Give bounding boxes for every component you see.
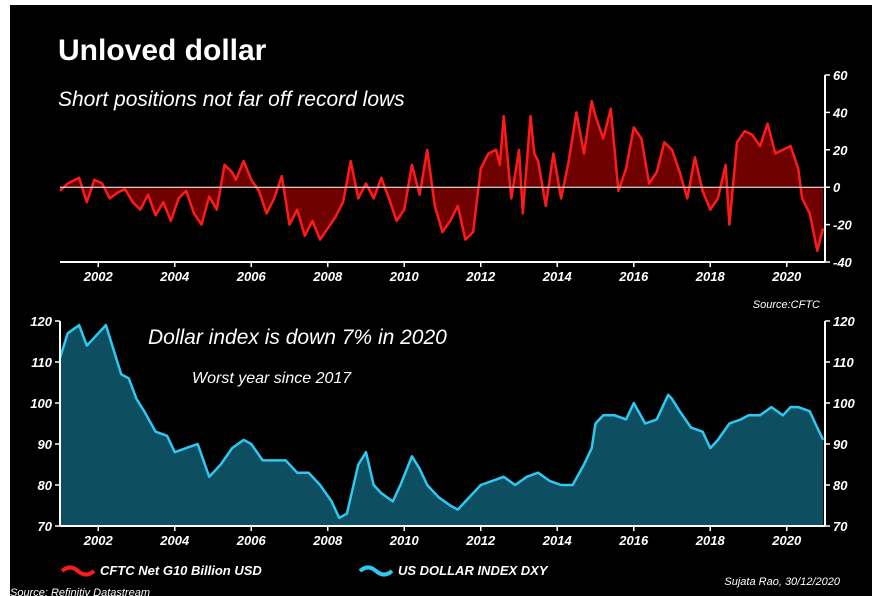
series-area-1 xyxy=(60,325,824,526)
legend-label-dxy: US DOLLAR INDEX DXY xyxy=(398,563,549,578)
legend-swatch-cftc xyxy=(60,565,96,577)
y-tick-label-right-0-60: 60 xyxy=(833,68,848,83)
y-tick-label-left-1-110: 110 xyxy=(31,355,52,370)
x-tick-label-0-2008: 2008 xyxy=(312,269,343,284)
y-tick-label-left-1-90: 90 xyxy=(38,437,53,452)
y-tick-label-right-0--20: -20 xyxy=(833,218,853,233)
series-line-0 xyxy=(59,99,825,253)
x-tick-label-0-2012: 2012 xyxy=(465,269,496,284)
y-tick-label-right-1-110: 110 xyxy=(833,355,854,370)
x-tick-label-1-2018: 2018 xyxy=(695,533,726,548)
y-tick-label-right-1-70: 70 xyxy=(833,519,848,534)
y-tick-label-left-1-120: 120 xyxy=(30,314,52,329)
x-tick-label-1-2002: 2002 xyxy=(83,533,114,548)
chart-canvas: Unloved dollar Short positions not far o… xyxy=(10,34,855,596)
chart-title: Unloved dollar xyxy=(58,34,267,67)
chart-frame: Unloved dollar Short positions not far o… xyxy=(10,5,872,596)
x-tick-label-1-2016: 2016 xyxy=(618,533,649,548)
y-tick-label-right-1-80: 80 xyxy=(833,478,848,493)
top-source: Source:CFTC xyxy=(753,299,820,311)
y-tick-label-left-1-70: 70 xyxy=(38,519,53,534)
x-tick-label-1-2008: 2008 xyxy=(312,533,343,548)
bottom-title: Dollar index is down 7% in 2020 xyxy=(148,326,447,349)
y-tick-label-left-1-100: 100 xyxy=(30,396,52,411)
top-subtitle: Short positions not far off record lows xyxy=(58,88,405,111)
y-tick-label-right-0-0: 0 xyxy=(833,180,841,195)
top-panel: 2002 2004 2006 2008 2010 2012 2014 2016 2018 2020… xyxy=(59,68,853,284)
y-tick-label-right-0-20: 20 xyxy=(832,143,848,158)
legend-label-cftc: CFTC Net G10 Billion USD xyxy=(100,563,262,578)
x-tick-label-0-2004: 2004 xyxy=(159,269,190,284)
x-tick-label-0-2018: 2018 xyxy=(695,269,726,284)
series-line-1 xyxy=(58,323,825,520)
y-tick-label-left-1-80: 80 xyxy=(38,478,53,493)
source-bottom: Source: Refinitiv Datastream xyxy=(10,587,150,596)
credit-text: Sujata Rao, 30/12/2020 xyxy=(724,576,840,588)
y-tick-label-right-1-100: 100 xyxy=(833,396,855,411)
x-tick-label-0-2002: 2002 xyxy=(83,269,114,284)
legend-swatch-dxy xyxy=(358,565,394,577)
y-tick-label-right-0-40: 40 xyxy=(832,105,848,120)
x-tick-label-0-2014: 2014 xyxy=(542,269,573,284)
bottom-panel: 2002 2004 2006 2008 2010 2012 2014 2016 2018 2020… xyxy=(30,314,855,548)
x-tick-label-0-2020: 2020 xyxy=(771,269,802,284)
bottom-subtitle: Worst year since 2017 xyxy=(192,370,352,387)
x-tick-label-1-2014: 2014 xyxy=(542,533,573,548)
x-tick-label-0-2016: 2016 xyxy=(618,269,649,284)
x-tick-label-1-2020: 2020 xyxy=(771,533,802,548)
x-tick-label-1-2004: 2004 xyxy=(159,533,190,548)
x-tick-label-1-2012: 2012 xyxy=(465,533,496,548)
x-tick-label-0-2006: 2006 xyxy=(236,269,267,284)
y-tick-label-right-1-120: 120 xyxy=(833,314,855,329)
x-tick-label-1-2010: 2010 xyxy=(389,533,420,548)
x-tick-label-0-2010: 2010 xyxy=(389,269,420,284)
y-tick-label-right-0--40: -40 xyxy=(833,255,853,270)
x-tick-label-1-2006: 2006 xyxy=(236,533,267,548)
y-tick-label-right-1-90: 90 xyxy=(833,437,848,452)
